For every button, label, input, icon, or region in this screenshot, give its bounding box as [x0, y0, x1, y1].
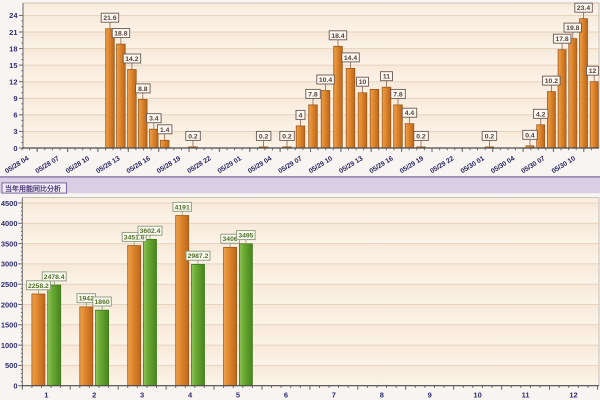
svg-text:3602.4: 3602.4	[140, 228, 161, 235]
svg-text:3451.6: 3451.6	[124, 234, 145, 241]
svg-text:0: 0	[13, 382, 17, 391]
svg-text:18.4: 18.4	[331, 33, 344, 40]
svg-text:4: 4	[299, 112, 303, 119]
svg-text:1: 1	[44, 390, 48, 399]
svg-text:1500: 1500	[1, 321, 18, 330]
svg-text:0.2: 0.2	[259, 133, 269, 140]
svg-text:14.4: 14.4	[344, 55, 357, 62]
svg-text:2: 2	[92, 390, 96, 399]
svg-text:7.8: 7.8	[308, 91, 318, 98]
svg-text:0.2: 0.2	[485, 133, 495, 140]
svg-text:24: 24	[9, 11, 18, 20]
svg-text:2478.4: 2478.4	[44, 274, 65, 281]
svg-text:0: 0	[13, 144, 17, 153]
svg-text:1860: 1860	[95, 299, 110, 306]
svg-text:4500: 4500	[1, 199, 18, 208]
svg-text:4.4: 4.4	[405, 110, 415, 117]
svg-text:4: 4	[188, 390, 193, 399]
svg-text:23.4: 23.4	[577, 5, 590, 12]
svg-text:2500: 2500	[1, 280, 18, 289]
svg-text:3000: 3000	[1, 260, 18, 269]
svg-text:0.2: 0.2	[188, 133, 198, 140]
svg-text:8.8: 8.8	[138, 86, 148, 93]
svg-text:7: 7	[332, 390, 336, 399]
svg-text:当年用能同比分析: 当年用能同比分析	[5, 184, 61, 193]
svg-text:9: 9	[428, 390, 432, 399]
svg-text:18.8: 18.8	[114, 31, 127, 38]
svg-text:0.2: 0.2	[416, 133, 426, 140]
svg-text:11: 11	[383, 74, 390, 81]
svg-text:12: 12	[589, 68, 597, 75]
svg-text:3: 3	[13, 127, 17, 136]
svg-text:9: 9	[13, 94, 17, 103]
svg-text:6: 6	[13, 111, 17, 120]
svg-text:7.8: 7.8	[393, 91, 403, 98]
svg-text:2258.2: 2258.2	[28, 283, 49, 290]
svg-text:2987.2: 2987.2	[188, 253, 209, 260]
svg-text:4000: 4000	[1, 219, 18, 228]
svg-text:11: 11	[522, 390, 530, 399]
svg-text:3: 3	[140, 390, 144, 399]
svg-text:2000: 2000	[1, 300, 18, 309]
svg-text:6: 6	[284, 390, 288, 399]
svg-text:18: 18	[9, 44, 17, 53]
svg-text:3.4: 3.4	[149, 116, 159, 123]
svg-text:10: 10	[473, 390, 481, 399]
svg-text:12: 12	[569, 390, 577, 399]
svg-text:0.4: 0.4	[525, 132, 535, 139]
svg-text:1.4: 1.4	[160, 127, 170, 134]
svg-text:10.2: 10.2	[545, 78, 558, 85]
svg-text:8: 8	[380, 390, 384, 399]
svg-text:14.2: 14.2	[125, 56, 138, 63]
svg-text:17.8: 17.8	[555, 36, 568, 43]
svg-text:12: 12	[9, 78, 17, 87]
svg-text:3500: 3500	[1, 239, 18, 248]
svg-text:10: 10	[359, 79, 367, 86]
svg-text:21: 21	[9, 28, 17, 37]
svg-text:15: 15	[9, 61, 17, 70]
svg-text:4.2: 4.2	[536, 111, 546, 118]
svg-text:0.2: 0.2	[282, 133, 292, 140]
svg-text:21.6: 21.6	[103, 15, 116, 22]
svg-text:1000: 1000	[1, 341, 18, 350]
svg-text:3406: 3406	[223, 236, 238, 243]
svg-text:4191: 4191	[175, 204, 190, 211]
svg-text:3495: 3495	[238, 233, 253, 240]
svg-text:500: 500	[5, 361, 18, 370]
svg-text:5: 5	[236, 390, 240, 399]
svg-text:10.4: 10.4	[319, 77, 332, 84]
svg-text:19.8: 19.8	[566, 25, 579, 32]
svg-text:1942: 1942	[79, 296, 94, 303]
